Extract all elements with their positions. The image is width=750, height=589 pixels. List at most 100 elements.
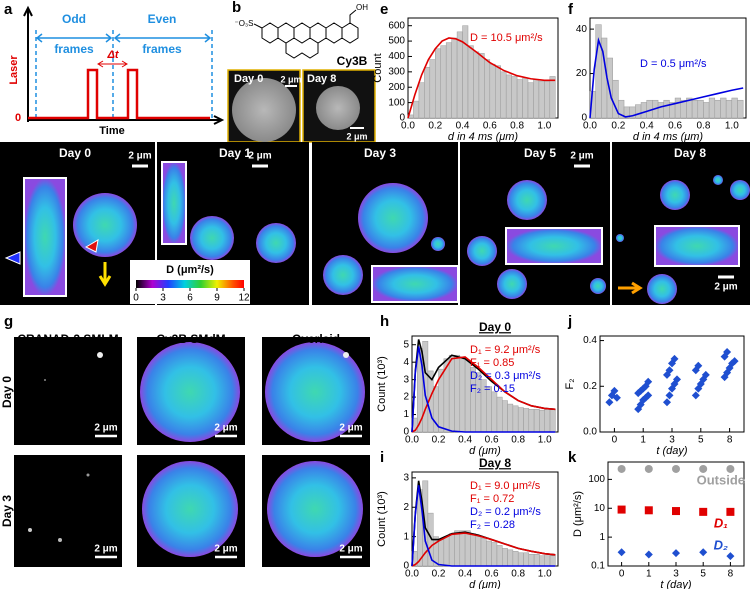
label: Odd: [62, 12, 86, 26]
bar: [491, 542, 498, 567]
bar: [418, 82, 425, 119]
x-tick-label: 1.0: [538, 569, 552, 580]
bar: [435, 48, 441, 119]
bar: [533, 409, 540, 433]
x-axis-label: d (μm): [469, 445, 501, 457]
bar: [500, 71, 507, 119]
scale-label: 2 μm: [214, 423, 237, 434]
x-tick-label: 0.4: [458, 435, 472, 446]
x-axis-label: t (day): [656, 445, 688, 457]
images-d: [0, 142, 750, 305]
bar: [438, 539, 445, 567]
bar: [462, 25, 469, 119]
bar: [464, 530, 471, 567]
point: [665, 391, 674, 400]
bar: [533, 554, 540, 567]
column-title: Cy3B SMdM: [156, 332, 225, 346]
bar: [443, 536, 450, 567]
point: [605, 398, 614, 407]
colorbar-tick-label: 0: [133, 293, 139, 304]
bar: [523, 408, 530, 433]
bar: [720, 97, 727, 119]
bar: [517, 552, 524, 567]
bar: [737, 99, 744, 119]
x-tick-label: 0.2: [611, 121, 625, 132]
fit-curve: [589, 37, 744, 119]
annotation: F₂ = 0.15: [470, 383, 515, 395]
bar: [512, 551, 519, 567]
x-tick-label: 0.0: [405, 569, 419, 580]
point: [672, 507, 680, 516]
x-axis-label: d in 4 ms (μm): [448, 131, 519, 143]
x-tick-label: 0.6: [668, 121, 682, 132]
y-tick-label: 2: [403, 392, 409, 403]
bar: [507, 403, 514, 433]
x-tick-label: 1.0: [538, 435, 552, 446]
x-tick-label: 3: [673, 569, 679, 580]
y-tick-label: 0: [403, 427, 409, 438]
annotation: D₁ = 9.2 μm²/s: [470, 344, 541, 356]
point: [644, 391, 653, 400]
bar: [496, 396, 503, 433]
bar: [502, 548, 508, 567]
y-axis-label: Count (10³): [376, 356, 388, 412]
y-axis-label: D (μm²/s): [572, 491, 584, 537]
colorbar-tick-label: 3: [160, 293, 166, 304]
x-tick-label: 0.2: [432, 435, 446, 446]
label: Day 0: [234, 73, 263, 85]
point: [672, 464, 680, 473]
scale-label: 2 μm: [346, 131, 367, 141]
bar: [454, 530, 461, 567]
x-tick-label: 3: [669, 435, 675, 446]
point: [699, 507, 708, 516]
bar: [544, 80, 551, 119]
point: [670, 354, 679, 363]
y-tick-label: 1: [403, 409, 409, 420]
bar: [413, 100, 420, 119]
bar: [422, 340, 429, 433]
series-label: Outside: [697, 472, 745, 487]
x-tick-label: 1: [646, 569, 652, 580]
bar: [539, 409, 545, 433]
bar: [451, 37, 458, 119]
scale-label: 2 μm: [248, 151, 271, 162]
axis-label: Time: [99, 125, 124, 137]
scale-label: 2 μm: [128, 151, 151, 162]
panel-label: j: [567, 313, 572, 330]
x-tick-label: 0: [612, 435, 618, 446]
series-label: D₁: [714, 515, 728, 530]
bar: [489, 63, 496, 119]
x-tick-label: 0.4: [640, 121, 654, 132]
point: [663, 398, 671, 407]
y-tick-label: 300: [388, 66, 405, 77]
scale-label: 2 μm: [94, 423, 117, 434]
y-tick-label: 600: [388, 20, 405, 31]
label: Day 8: [307, 73, 336, 85]
bar: [544, 554, 551, 567]
bar: [459, 356, 466, 433]
x-axis-label: d (μm): [469, 579, 501, 589]
bar: [523, 552, 530, 567]
bar: [533, 79, 540, 119]
bar: [674, 97, 682, 119]
point: [644, 464, 653, 473]
day-label: Day 3: [364, 146, 396, 160]
scale-label: 2 μm: [94, 544, 117, 555]
bar: [703, 102, 710, 119]
bar: [549, 555, 556, 567]
x-tick-label: 0.8: [511, 569, 525, 580]
y-tick-label: 1: [599, 532, 605, 543]
x-tick-label: 0.8: [510, 121, 524, 132]
column-title: Overlaid: [292, 332, 340, 346]
label: Cy3B: [337, 54, 368, 68]
colorbar-tick-label: 12: [238, 293, 250, 304]
annotation: D = 0.5 μm²/s: [640, 58, 707, 70]
day-label: Day 8: [674, 146, 706, 160]
label: ⁻O₃S: [234, 19, 253, 28]
y-tick-label: 0.0: [583, 427, 597, 438]
x-axis-label: d in 4 ms (μm): [633, 131, 704, 143]
point: [726, 507, 735, 516]
x-tick-label: 0.4: [456, 121, 470, 132]
point: [691, 391, 700, 400]
